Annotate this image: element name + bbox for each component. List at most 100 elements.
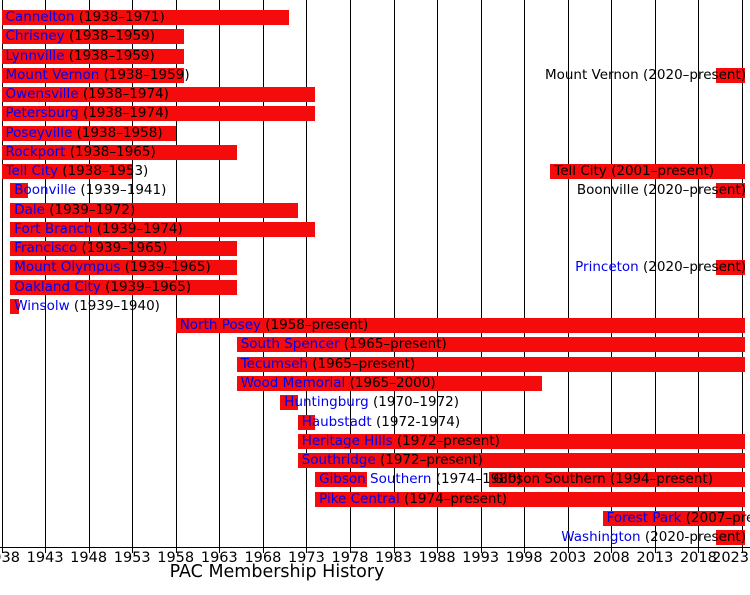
tick-1978 (350, 548, 351, 553)
gridline-1988 (437, 0, 439, 547)
school-name-pike-central-1974: Pike Central (319, 490, 400, 507)
tick-label-1958: 1958 (157, 550, 195, 566)
school-name-dale-1939: Dale (14, 201, 45, 218)
school-name-boonville-1939: Boonville (14, 182, 77, 199)
school-name-tecumseh-1965: Tecumseh (240, 355, 308, 372)
membership-years-heritage-hills-1972: (1972–present) (392, 432, 500, 449)
bar-label-tell-city-1938: Tell City (1938–1953) (6, 164, 149, 179)
bar-label-oakland-city-1939: Oakland City (1939–1965) (14, 278, 192, 295)
bar-label-owensville-1938: Owensville (1938–1974) (6, 87, 169, 102)
gridline-1993 (480, 0, 482, 547)
gridline-1938 (1, 0, 3, 547)
membership-years-francisco-1939: (1939–1965) (77, 240, 168, 257)
membership-bar-poseyville-1938 (1, 125, 176, 141)
membership-bar-tell-city-2001 (550, 164, 746, 180)
school-name-lynnville-1938: Lynnville (5, 47, 65, 64)
tick-label-1963: 1963 (200, 550, 238, 566)
school-name-rockport-1938: Rockport (5, 143, 66, 160)
bar-label-heritage-hills-1972: Heritage Hills (1972–present) (301, 432, 500, 449)
bar-label-mount-olympus-1939: Mount Olympus (1939–1965) (14, 260, 211, 275)
tick-2023 (742, 548, 743, 553)
tick-1993 (480, 548, 482, 553)
bar-label-poseyville-1938: Poseyville (1938–1958) (6, 125, 163, 141)
membership-bar-winsolw-1939 (10, 298, 19, 314)
school-name-gibson-southern-1994: Gibson Southern (493, 471, 606, 488)
school-name-fort-branch-1939: Fort Branch (14, 220, 93, 237)
membership-bar-gibson-southern-1974 (315, 472, 368, 488)
membership-bar-southridge-1972 (297, 453, 746, 468)
school-name-winsolw-1939: Winsolw (14, 297, 70, 314)
bar-label-north-posey-1958: North Posey (1958–present) (180, 318, 369, 333)
membership-bar-chrisney-1938 (1, 29, 185, 45)
bar-label-tecumseh-1965: Tecumseh (1965–present) (240, 355, 416, 372)
school-name-mount-vernon-1938: Mount Vernon (5, 66, 100, 83)
membership-years-winsolw-1939: (1939–1940) (69, 297, 160, 314)
membership-years-tecumseh-1965: (1965–present) (307, 355, 416, 372)
tick-label-2023: 2023 (712, 550, 749, 566)
membership-bar-tecumseh-1965 (236, 356, 746, 372)
tick-2018 (698, 548, 700, 553)
bar-label-tell-city-2001: Tell City (2001–present) (554, 164, 714, 179)
membership-bar-forest-park-2007 (602, 510, 746, 526)
membership-bar-lynnville-1938 (1, 48, 185, 64)
tick-label-2008: 2008 (592, 550, 630, 566)
bar-label-pike-central-1974: Pike Central (1974–present) (319, 490, 507, 507)
gridline-1973 (306, 0, 308, 547)
bar-label-gibson-southern-1974: Gibson Southern (1974–1980) (319, 472, 522, 487)
bar-label-huntingburg-1970: Huntingburg (1970–1972) (284, 395, 459, 410)
tick-label-2003: 2003 (549, 550, 587, 566)
tick-label-1943: 1943 (26, 550, 64, 566)
bar-label-gibson-southern-1994: Gibson Southern (1994–present) (493, 472, 713, 487)
school-name-owensville-1938: Owensville (5, 86, 79, 102)
school-name-heritage-hills-1972: Heritage Hills (301, 432, 393, 449)
membership-years-dale-1939: (1939–1972) (44, 201, 136, 218)
tick-1973 (306, 548, 308, 553)
membership-years-forest-park-2007: (2007–present) (685, 509, 750, 526)
gridline-1998 (524, 0, 526, 547)
tick-label-1968: 1968 (244, 550, 282, 566)
tick-label-1988: 1988 (418, 550, 456, 566)
membership-years-owensville-1938: (1938–1974) (78, 86, 169, 102)
tick-label-1948: 1948 (70, 550, 108, 566)
bar-label-mount-vernon-2020: Mount Vernon (2020–present) (545, 66, 746, 83)
membership-years-oakland-city-1939: (1939–1965) (100, 278, 192, 295)
gridline-1983 (393, 0, 395, 547)
tick-label-1978: 1978 (331, 550, 369, 566)
school-name-southridge-1972: Southridge (301, 452, 376, 468)
membership-bar-fort-branch-1939 (10, 221, 316, 237)
tick-1988 (437, 548, 439, 553)
tick-label-2018: 2018 (679, 550, 717, 566)
bar-label-boonville-2020: Boonville (2020–present) (577, 183, 746, 198)
tick-label-1938: 1938 (0, 550, 20, 566)
school-name-forest-park-2007: Forest Park (606, 509, 682, 526)
school-name-tell-city-2001: Tell City (554, 163, 607, 180)
tick-1958 (175, 548, 177, 553)
gridline-2013 (654, 0, 656, 547)
tick-label-1983: 1983 (375, 550, 412, 566)
gridline-2008 (611, 0, 613, 547)
bar-label-winsolw-1939: Winsolw (1939–1940) (14, 297, 160, 314)
tick-2003 (567, 548, 569, 553)
membership-years-tell-city-2001: (2001–present) (606, 163, 715, 180)
membership-bar-huntingburg-1970 (280, 395, 298, 411)
membership-years-gibson-southern-1974: (1974–1980) (431, 471, 522, 488)
membership-bar-dale-1939 (10, 202, 298, 218)
school-name-cannelton-1938: Cannelton (5, 9, 75, 25)
membership-bar-wood-memorial-1965 (236, 375, 542, 391)
bar-label-haubstadt-1972: Haubstadt (1972-1974) (302, 414, 460, 430)
membership-bar-pike-central-1974 (315, 491, 746, 507)
membership-years-mount-vernon-1938: (1938–1959) (99, 66, 190, 83)
membership-bar-washington-2020 (715, 530, 746, 545)
membership-bar-mount-vernon-2020 (715, 67, 746, 83)
school-name-mount-olympus-1939: Mount Olympus (14, 259, 121, 276)
membership-years-boonville-1939: (1939–1941) (76, 182, 167, 199)
tick-1938 (1, 548, 3, 553)
membership-years-mount-vernon-2020: (2020–present) (638, 66, 746, 83)
membership-years-cannelton-1938: (1938–1971) (74, 9, 165, 25)
tick-1998 (524, 548, 526, 553)
tick-1983 (393, 548, 395, 553)
membership-years-southridge-1972: (1972–present) (375, 452, 483, 468)
membership-years-washington-2020: (2020-present) (640, 529, 746, 545)
tick-label-2013: 2013 (636, 550, 674, 566)
